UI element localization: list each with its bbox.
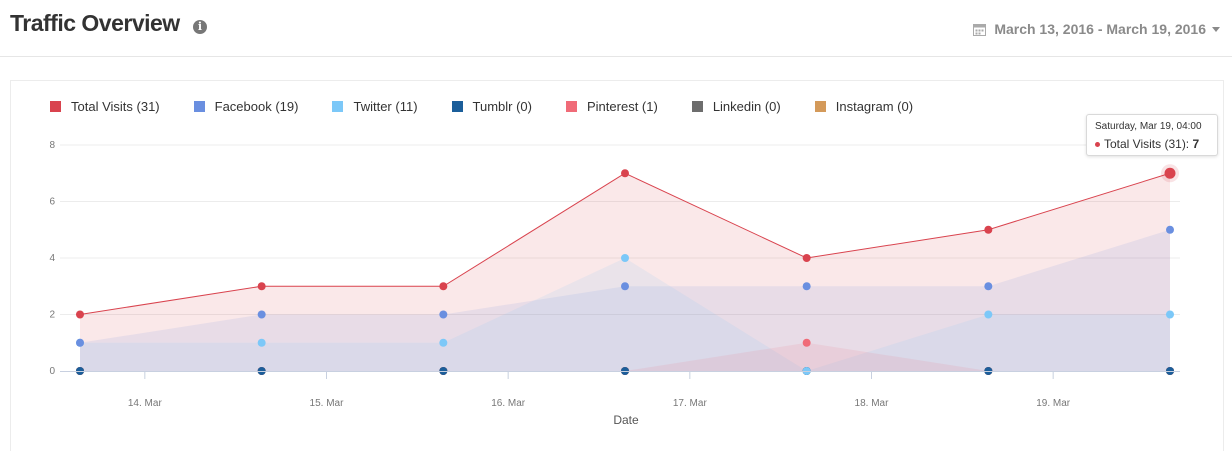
x-tick-label: 14. Mar xyxy=(128,398,163,409)
date-range-label: March 13, 2016 - March 19, 2016 xyxy=(994,21,1206,37)
series-area xyxy=(80,342,1170,371)
data-point xyxy=(984,225,993,234)
data-point xyxy=(76,338,84,347)
chart-legend: Total Visits (31) Facebook (19) Twitter (1… xyxy=(50,99,913,114)
data-point xyxy=(257,338,266,347)
legend-swatch xyxy=(332,101,344,112)
data-point xyxy=(984,310,993,319)
legend-swatch xyxy=(50,101,61,112)
data-point xyxy=(76,310,84,319)
data-point xyxy=(621,282,629,291)
data-point xyxy=(257,282,266,291)
legend-item[interactable]: Linkedin (0) xyxy=(691,99,781,114)
data-point xyxy=(802,282,811,291)
legend-swatch xyxy=(814,101,826,112)
legend-label: Linkedin (0) xyxy=(712,99,781,114)
legend-label: Total Visits (31) xyxy=(71,99,160,114)
legend-label: Instagram (0) xyxy=(835,99,914,114)
tooltip-value: 7 xyxy=(1192,137,1200,151)
series-area xyxy=(80,258,1170,371)
data-point xyxy=(802,254,811,262)
data-point xyxy=(439,338,448,347)
legend-swatch xyxy=(451,101,463,112)
legend-label: Tumblr (0) xyxy=(472,99,532,114)
legend-item[interactable]: Tumblr (0) xyxy=(451,99,532,114)
info-icon[interactable]: i xyxy=(193,20,207,34)
legend-item[interactable]: Instagram (0) xyxy=(814,99,914,114)
y-tick-label: 8 xyxy=(49,140,55,151)
date-range-picker[interactable]: March 13, 2016 - March 19, 2016 xyxy=(973,21,1220,37)
tooltip-series-label: Total Visits (31): xyxy=(1104,137,1190,151)
chart-tooltip: Saturday, Mar 19, 04:00 Total Visits (31… xyxy=(1086,114,1218,156)
grid-lines xyxy=(60,144,1180,315)
page-title: Traffic Overview xyxy=(10,10,180,36)
series-area xyxy=(80,229,1170,371)
y-tick-label: 4 xyxy=(49,253,55,264)
data-point xyxy=(984,282,993,291)
y-tick-label: 2 xyxy=(49,310,55,321)
header: Traffic Overview i March 13, 2016 - Marc… xyxy=(0,0,1232,57)
legend-label: Facebook (19) xyxy=(214,99,299,114)
data-point xyxy=(1166,225,1174,234)
legend-item[interactable]: Total Visits (31) xyxy=(50,99,160,114)
data-point xyxy=(439,310,448,319)
x-tick-label: 15. Mar xyxy=(310,398,345,409)
axes: 0 2 4 6 8 14. Mar 15. Mar 16. Mar 17. Mar 18. Mar… xyxy=(49,140,1180,427)
x-tick-label: 19. Mar xyxy=(1036,398,1071,409)
x-axis-title: Date xyxy=(613,413,639,427)
legend-item[interactable]: Pinterest (1) xyxy=(566,99,658,114)
x-tick-label: 18. Mar xyxy=(855,398,890,409)
chart-panel xyxy=(10,80,1224,451)
tooltip-row: Total Visits (31): 7 xyxy=(1095,137,1217,151)
data-point xyxy=(439,282,448,291)
y-tick-label: 0 xyxy=(49,366,55,377)
data-point xyxy=(1164,167,1176,179)
series-area xyxy=(80,173,1170,371)
legend-swatch xyxy=(691,101,703,112)
legend-label: Twitter (11) xyxy=(353,99,418,114)
x-tick-label: 16. Mar xyxy=(491,398,526,409)
traffic-chart: 0 2 4 6 8 14. Mar 15. Mar 16. Mar 17. Mar 18. Mar… xyxy=(49,140,1180,427)
series-areas xyxy=(80,173,1170,371)
legend-item[interactable]: Facebook (19) xyxy=(193,99,299,114)
data-point xyxy=(1166,310,1174,319)
data-point xyxy=(802,338,811,347)
data-point xyxy=(621,254,629,262)
chevron-down-icon xyxy=(1212,26,1220,32)
legend-label: Pinterest (1) xyxy=(587,99,658,114)
data-point xyxy=(257,310,266,319)
data-point xyxy=(621,169,629,178)
x-tick-label: 17. Mar xyxy=(673,398,708,409)
y-tick-label: 6 xyxy=(49,197,55,208)
tooltip-series-dot xyxy=(1095,142,1100,148)
legend-swatch xyxy=(566,101,577,112)
calendar-icon xyxy=(973,23,987,36)
tooltip-date: Saturday, Mar 19, 04:00 xyxy=(1095,121,1202,132)
legend-swatch xyxy=(193,101,205,112)
legend-item[interactable]: Twitter (11) xyxy=(332,99,418,114)
